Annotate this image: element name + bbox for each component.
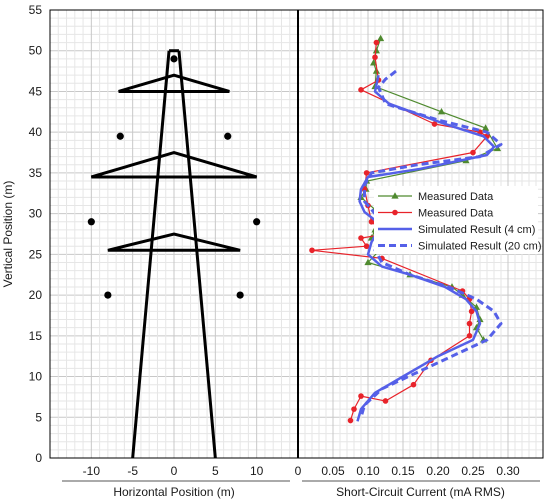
y-tick-label: 40 <box>29 125 43 139</box>
data-point-circle <box>347 417 354 424</box>
data-point-circle <box>358 235 364 241</box>
conductor-point <box>87 218 95 226</box>
right-x-tick-label: 0.25 <box>461 464 485 478</box>
y-tick-label: 55 <box>29 3 43 17</box>
data-point-triangle <box>372 46 380 54</box>
data-point-triangle <box>437 108 446 115</box>
data-point-circle <box>373 39 380 46</box>
legend-label: Measured Data <box>418 208 494 220</box>
data-point-circle <box>358 87 364 93</box>
tick-labels: 0 5 10 15 20 25 30 35 40 45 50 55 -10 -5 0 5 10 0 0.05 0.10… <box>29 3 520 478</box>
y-tick-label: 50 <box>29 44 43 58</box>
data-point-triangle <box>482 124 490 131</box>
data-point-circle <box>363 170 370 176</box>
tower-leg <box>177 50 217 459</box>
conductor-point <box>170 55 178 63</box>
data-point-triangle <box>377 34 385 42</box>
data-point-circle <box>368 218 375 225</box>
y-tick-label: 35 <box>29 166 43 180</box>
plot-frame <box>49 9 544 459</box>
right-x-tick-label: 0.20 <box>426 464 450 478</box>
right-x-tick-label: 0 <box>295 464 302 478</box>
y-axis-label: Vertical Position (m) <box>1 181 15 288</box>
y-tick-label: 5 <box>35 410 42 424</box>
legend: Measured Data Measured Data Simulated Resu… <box>374 186 542 254</box>
legend-label: Simulated Result (20 cm) <box>418 241 542 253</box>
left-x-axis-label: Horizontal Position (m) <box>113 485 234 499</box>
conductor-point <box>116 132 124 140</box>
data-point-circle <box>470 149 476 156</box>
left-x-tick-label: -10 <box>83 464 101 478</box>
data-point-circle <box>466 333 473 339</box>
data-point-triangle <box>364 258 372 266</box>
data-point-circle <box>309 247 315 254</box>
legend-label: Measured Data <box>418 191 494 203</box>
transmission-tower <box>87 49 261 459</box>
y-tick-label: 25 <box>29 247 43 261</box>
data-point-circle <box>466 320 473 327</box>
plot-border <box>49 9 544 459</box>
right-x-tick-label: 0.30 <box>496 464 520 478</box>
left-x-tick-label: 5 <box>212 464 219 478</box>
right-x-tick-label: 0.10 <box>356 464 380 478</box>
y-tick-label: 15 <box>29 329 43 343</box>
conductor-point <box>236 291 244 299</box>
tower-cross-arm <box>90 150 258 179</box>
data-point-circle <box>410 381 417 388</box>
left-x-tick-label: 10 <box>250 464 264 478</box>
conductor-point <box>253 218 261 226</box>
data-point-circle <box>382 398 389 404</box>
tower-cross-arm <box>107 232 241 252</box>
data-point-circle <box>431 121 438 127</box>
left-x-tick-label: -5 <box>127 464 138 478</box>
data-point-circle <box>363 243 370 250</box>
y-tick-label: 10 <box>29 370 43 384</box>
tower-leg <box>131 50 171 459</box>
legend-label: Simulated Result (4 cm) <box>418 224 535 236</box>
tower-cross-arm <box>118 73 230 93</box>
legend-marker <box>392 209 398 216</box>
legend-marker <box>391 192 399 199</box>
y-tick-label: 30 <box>29 207 43 221</box>
data-point-circle <box>358 393 364 399</box>
data-point-circle <box>468 308 475 315</box>
data-point-triangle <box>372 67 380 74</box>
right-x-axis-label: Short-Circuit Current (mA RMS) <box>336 485 505 499</box>
right-x-tick-label: 0.05 <box>321 464 345 478</box>
conductor-point <box>224 132 232 140</box>
right-x-tick-label: 0.15 <box>391 464 415 478</box>
y-tick-label: 45 <box>29 84 43 98</box>
y-tick-label: 0 <box>35 451 42 465</box>
conductor-point <box>104 291 112 299</box>
data-point-circle <box>372 54 378 61</box>
legend-background <box>374 186 538 254</box>
data-point-triangle <box>370 59 378 66</box>
left-x-tick-label: 0 <box>171 464 178 478</box>
data-point-circle <box>351 406 357 412</box>
y-tick-label: 20 <box>29 288 43 302</box>
